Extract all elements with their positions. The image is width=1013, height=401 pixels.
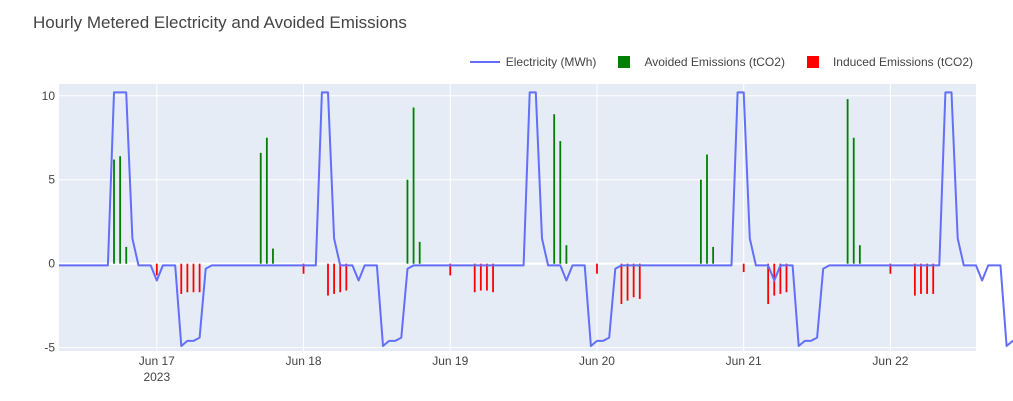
induced-emissions-bar[interactable] — [486, 263, 488, 291]
legend-label-induced: Induced Emissions (tCO2) — [832, 55, 973, 69]
electricity-line — [59, 91, 1013, 347]
induced-emissions-bar[interactable] — [913, 263, 916, 296]
avoided-emissions-bar[interactable] — [559, 141, 562, 264]
induced-emissions-bar[interactable] — [620, 263, 623, 304]
avoided-emissions-bar[interactable] — [553, 114, 556, 264]
plot-background[interactable] — [59, 84, 976, 351]
induced-emissions-bar[interactable] — [596, 263, 598, 274]
induced-emissions-bar[interactable] — [742, 263, 745, 273]
induced-emissions-bar[interactable] — [785, 263, 788, 293]
x-tick-label: Jun 20 — [579, 354, 615, 368]
induced-emissions-bar[interactable] — [632, 263, 635, 298]
y-axis-ticks: 10 5 0 -5 — [42, 89, 56, 355]
induced-emissions-bar[interactable] — [926, 263, 928, 294]
avoided-emissions-bar[interactable] — [858, 245, 861, 264]
avoided-emissions-bar[interactable] — [259, 152, 262, 264]
induced-emissions-bar[interactable] — [767, 263, 770, 304]
legend-item-electricity[interactable]: Electricity (MWh) — [469, 55, 597, 69]
induced-emissions-bar[interactable] — [779, 263, 782, 294]
y-tick-label: 5 — [48, 173, 55, 187]
avoided-emissions-bar[interactable] — [406, 179, 409, 264]
x-tick-label: Jun 21 — [726, 354, 762, 368]
x-tick-label: Jun 18 — [286, 354, 322, 368]
y-tick-label: 0 — [48, 257, 55, 271]
y-tick-label: 10 — [42, 89, 56, 103]
induced-emissions-bar[interactable] — [155, 263, 158, 276]
chart-legend: Electricity (MWh) Avoided Emissions (tCO… — [448, 53, 973, 71]
induced-emissions-bar[interactable] — [345, 263, 348, 291]
avoided-emissions-bar[interactable] — [125, 246, 128, 264]
induced-emissions-bar[interactable] — [638, 263, 641, 299]
avoided-emissions-bar[interactable] — [712, 246, 715, 264]
avoided-emissions-bar[interactable] — [412, 107, 415, 264]
avoided-emissions-bar[interactable] — [265, 137, 268, 264]
induced-emissions-bar[interactable] — [192, 263, 195, 293]
induced-emissions-bar[interactable] — [339, 263, 342, 293]
induced-emissions-bar[interactable] — [180, 263, 183, 294]
avoided-emissions-bar[interactable] — [706, 154, 708, 264]
avoided-emissions-bar[interactable] — [565, 245, 568, 264]
legend-label-avoided: Avoided Emissions (tCO2) — [644, 55, 785, 69]
avoided-emissions-bar[interactable] — [852, 137, 855, 264]
induced-emissions-bar[interactable] — [889, 263, 892, 274]
x-axis-ticks: Jun 17 2023 Jun 18 Jun 19 Jun 20 Jun 21 Jun 22 — [139, 354, 909, 384]
legend-swatch-square-icon — [806, 56, 819, 68]
legend-item-avoided[interactable]: Avoided Emissions (tCO2) — [618, 55, 785, 69]
induced-emissions-bar[interactable] — [920, 263, 922, 294]
x-tick-label: Jun 19 — [432, 354, 468, 368]
induced-emissions-bar[interactable] — [198, 263, 201, 293]
legend-swatch-line-icon — [469, 61, 500, 63]
induced-emissions-bar[interactable] — [473, 263, 476, 293]
avoided-emissions-bar[interactable] — [272, 248, 274, 264]
x-tick-label: Jun 22 — [872, 354, 908, 368]
induced-emissions-bar[interactable] — [492, 263, 494, 293]
avoided-emissions-bar[interactable] — [113, 159, 115, 264]
legend-label-electricity: Electricity (MWh) — [505, 55, 597, 69]
induced-emissions-bar[interactable] — [449, 263, 452, 276]
avoided-emissions-bar[interactable] — [700, 179, 702, 264]
induced-emissions-bar[interactable] — [302, 263, 305, 274]
y-tick-label: -5 — [44, 341, 55, 355]
avoided-emissions-bar[interactable] — [418, 241, 421, 264]
legend-swatch-square-icon — [618, 56, 631, 68]
legend-item-induced[interactable]: Induced Emissions (tCO2) — [806, 55, 973, 69]
induced-emissions-bar[interactable] — [327, 263, 329, 296]
induced-emissions-bar[interactable] — [932, 263, 935, 294]
bar-series — [113, 99, 935, 304]
chart-title: Hourly Metered Electricity and Avoided E… — [33, 13, 407, 32]
induced-emissions-bar[interactable] — [479, 263, 482, 291]
x-tick-label: Jun 17 — [139, 354, 175, 368]
avoided-emissions-bar[interactable] — [119, 156, 122, 264]
induced-emissions-bar[interactable] — [186, 263, 189, 293]
x-tick-sublabel: 2023 — [143, 370, 170, 384]
induced-emissions-bar[interactable] — [333, 263, 335, 294]
grid-lines — [59, 84, 976, 351]
induced-emissions-bar[interactable] — [626, 263, 629, 301]
avoided-emissions-bar[interactable] — [846, 99, 849, 264]
